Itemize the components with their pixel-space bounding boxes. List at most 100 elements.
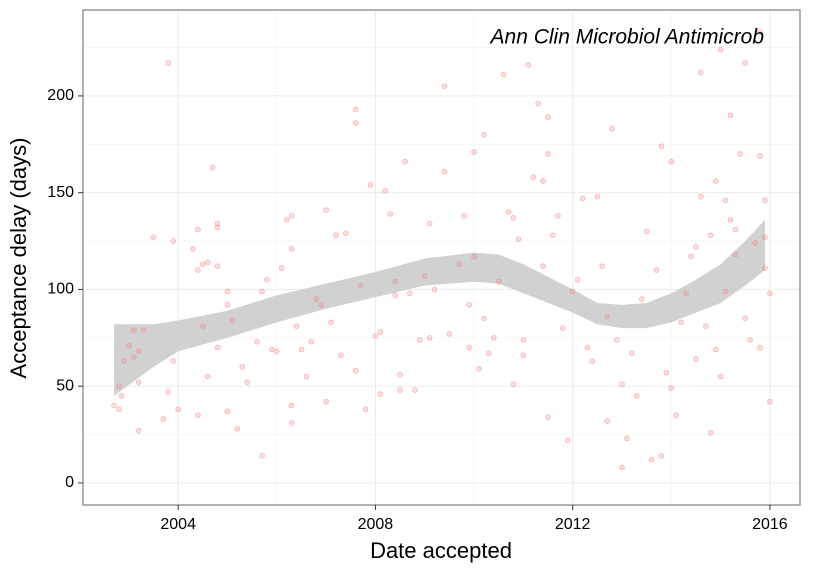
- point: [555, 213, 561, 219]
- point: [466, 344, 472, 351]
- point: [209, 164, 216, 171]
- point: [426, 220, 433, 227]
- point: [170, 358, 177, 364]
- point: [609, 126, 615, 132]
- point: [214, 220, 221, 227]
- point: [742, 315, 749, 322]
- point: [303, 373, 310, 380]
- point: [150, 234, 157, 240]
- point: [505, 209, 512, 215]
- point: [540, 263, 546, 270]
- point: [727, 112, 734, 119]
- point: [244, 379, 251, 386]
- point: [426, 335, 433, 341]
- point: [495, 278, 502, 285]
- point: [441, 168, 448, 175]
- point: [130, 327, 137, 333]
- point: [619, 464, 625, 471]
- point: [273, 348, 280, 355]
- point: [732, 226, 739, 233]
- point: [688, 253, 694, 260]
- point: [165, 389, 172, 395]
- point: [762, 197, 768, 204]
- point: [717, 373, 724, 380]
- point: [195, 412, 201, 419]
- point: [564, 437, 571, 444]
- point: [352, 120, 359, 126]
- point: [698, 69, 704, 76]
- point: [308, 338, 315, 345]
- point: [722, 288, 729, 295]
- point: [757, 344, 763, 351]
- point: [431, 286, 438, 293]
- point: [471, 253, 477, 260]
- point: [259, 453, 265, 459]
- point: [624, 435, 630, 442]
- x-axis-title: Date accepted: [370, 538, 512, 563]
- point: [614, 336, 620, 343]
- point: [190, 245, 196, 252]
- point: [762, 234, 768, 240]
- point: [200, 323, 206, 329]
- point: [520, 336, 527, 343]
- point: [698, 193, 704, 200]
- point: [288, 245, 295, 252]
- point: [456, 261, 463, 268]
- point: [402, 158, 408, 165]
- point: [530, 174, 537, 180]
- grid: [83, 10, 800, 505]
- point: [407, 290, 413, 297]
- point: [323, 398, 329, 405]
- point: [382, 187, 389, 194]
- point: [525, 62, 532, 68]
- point: [126, 342, 132, 349]
- point: [481, 131, 487, 138]
- point: [683, 290, 689, 297]
- point: [737, 151, 744, 157]
- point: [170, 238, 177, 244]
- point: [727, 216, 734, 223]
- point: [732, 251, 739, 258]
- point: [377, 329, 384, 335]
- point: [367, 182, 374, 188]
- point: [604, 313, 610, 320]
- point: [619, 381, 625, 388]
- point: [510, 215, 517, 221]
- point: [313, 296, 320, 302]
- point: [604, 418, 610, 424]
- point: [648, 456, 655, 463]
- point: [693, 356, 699, 362]
- point: [446, 331, 453, 337]
- point: [752, 240, 758, 246]
- point: [362, 406, 369, 413]
- point: [693, 244, 699, 250]
- point: [560, 325, 566, 331]
- point: [116, 406, 122, 413]
- point: [707, 429, 714, 436]
- point: [200, 261, 206, 268]
- point: [707, 232, 714, 239]
- point: [658, 453, 665, 459]
- point: [421, 273, 428, 279]
- point: [461, 213, 467, 219]
- point: [703, 323, 709, 329]
- point: [397, 387, 403, 393]
- point: [116, 383, 122, 389]
- point: [668, 385, 675, 391]
- point: [481, 315, 487, 322]
- point: [441, 83, 448, 90]
- point: [757, 153, 763, 159]
- point: [288, 402, 295, 409]
- point: [471, 149, 477, 155]
- y-tick-label: 200: [47, 87, 74, 104]
- point: [111, 402, 117, 409]
- point: [283, 216, 290, 223]
- point: [520, 352, 527, 359]
- point: [747, 336, 753, 343]
- point: [653, 267, 660, 273]
- band-layer: [114, 219, 765, 396]
- point: [204, 259, 211, 266]
- point: [540, 178, 546, 184]
